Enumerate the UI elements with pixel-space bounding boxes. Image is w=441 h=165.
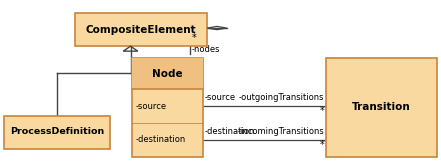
Text: Node: Node — [152, 69, 183, 79]
Text: -destination: -destination — [205, 127, 255, 136]
Text: -destination: -destination — [136, 135, 186, 144]
Text: *: * — [319, 106, 324, 116]
Text: -source: -source — [136, 102, 167, 111]
Text: -incomingTransitions: -incomingTransitions — [237, 127, 324, 136]
Text: ProcessDefinition: ProcessDefinition — [10, 128, 105, 136]
Text: CompositeElement: CompositeElement — [86, 25, 196, 35]
Bar — [4, 115, 110, 148]
Text: -source: -source — [205, 93, 236, 102]
Text: -nodes: -nodes — [192, 45, 220, 54]
Text: Transition: Transition — [352, 102, 411, 112]
Text: *: * — [319, 140, 324, 150]
Bar — [75, 13, 207, 46]
Text: *: * — [192, 33, 197, 43]
Bar — [132, 58, 203, 157]
Bar — [326, 58, 437, 157]
Text: -outgoingTransitions: -outgoingTransitions — [239, 93, 324, 102]
Bar — [132, 58, 203, 89]
